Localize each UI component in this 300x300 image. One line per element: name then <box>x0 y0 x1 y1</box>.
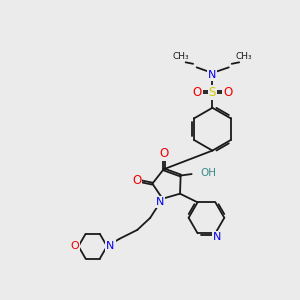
Text: S: S <box>209 86 216 99</box>
Text: O: O <box>70 241 79 251</box>
Text: N: N <box>208 70 217 80</box>
Text: N: N <box>156 197 164 207</box>
Text: N: N <box>106 241 115 251</box>
Text: OH: OH <box>200 169 216 178</box>
Text: N: N <box>213 232 221 242</box>
Text: O: O <box>159 147 168 160</box>
Text: CH₃: CH₃ <box>172 52 189 61</box>
Text: CH₃: CH₃ <box>236 52 252 61</box>
Text: O: O <box>192 86 202 99</box>
Text: O: O <box>132 174 141 187</box>
Text: O: O <box>223 86 232 99</box>
